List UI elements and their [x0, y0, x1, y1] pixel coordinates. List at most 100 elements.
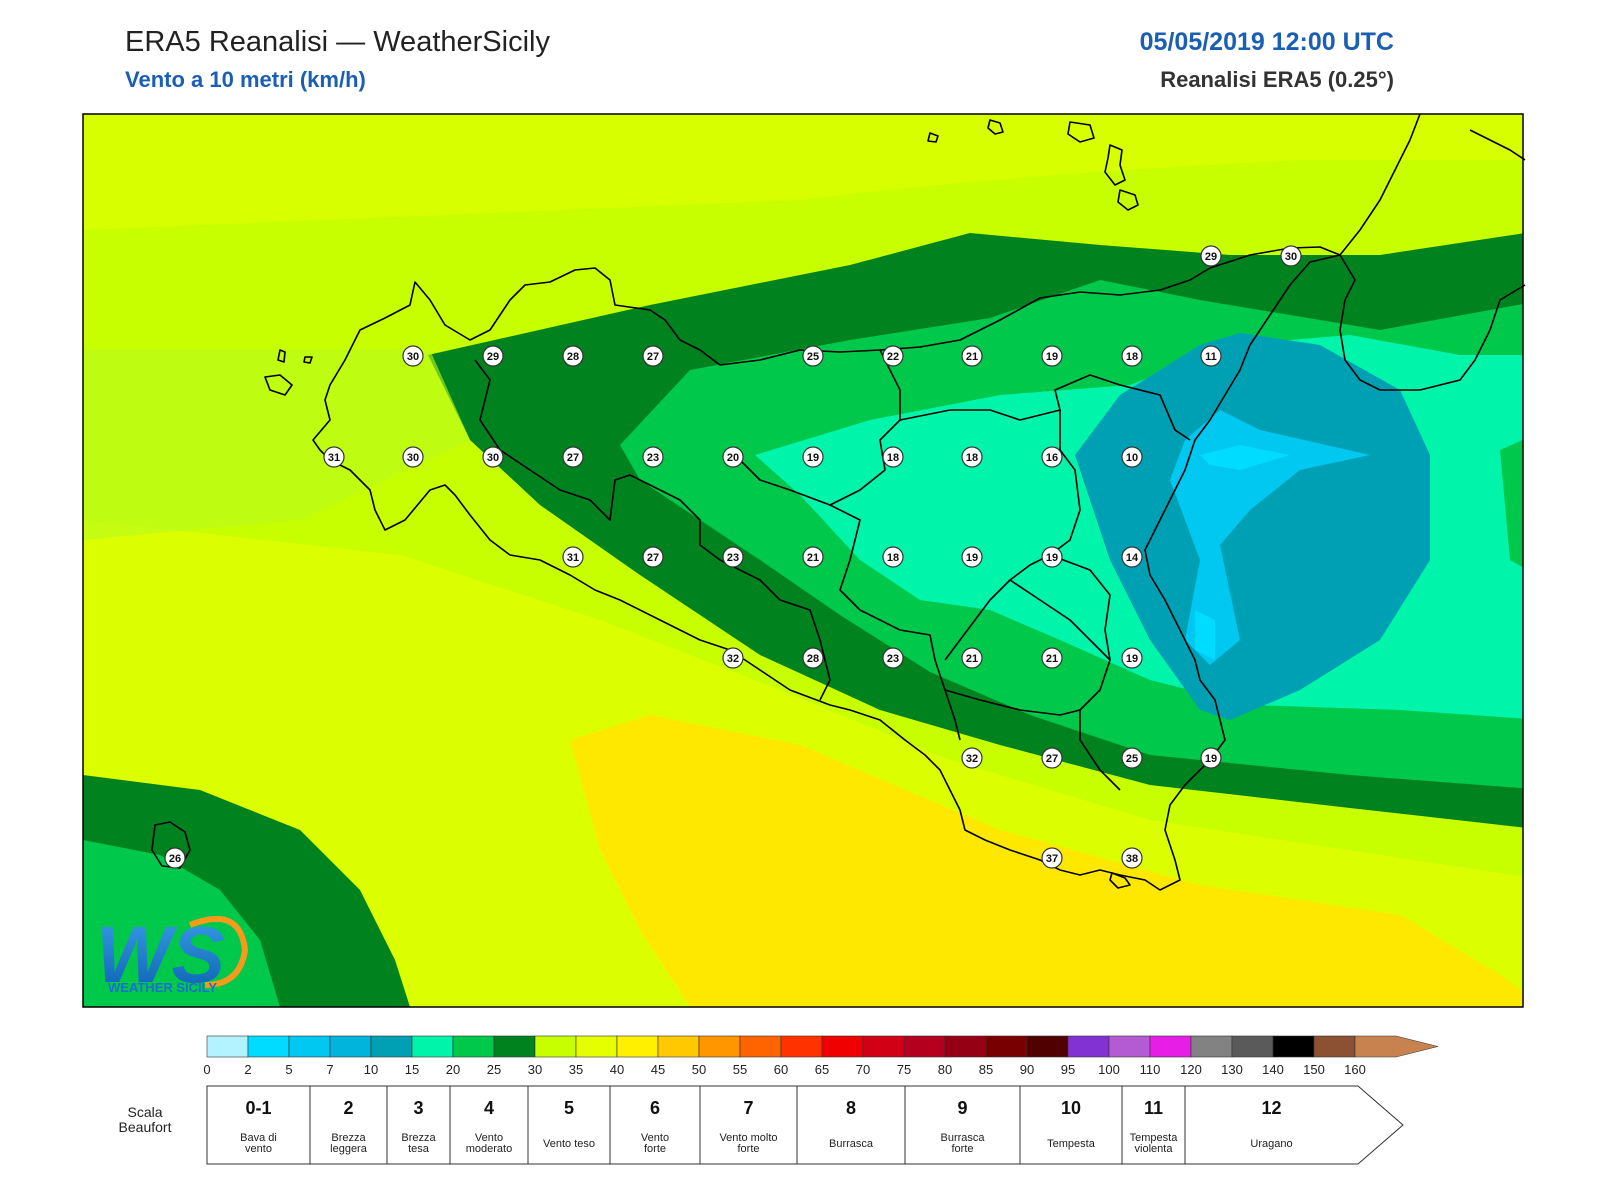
colorbar-swatch [985, 1035, 1028, 1058]
station-value: 31 [328, 452, 340, 464]
beaufort-level: 12 Uragano [1250, 1098, 1292, 1150]
beaufort-desc: Vento teso [543, 1138, 595, 1150]
colorbar-tick: 35 [569, 1062, 583, 1077]
station-value: 30 [407, 452, 419, 464]
map-frame [82, 113, 1524, 1008]
colorbar-swatch [452, 1035, 495, 1058]
beaufort-number: 5 [564, 1098, 574, 1118]
logo-caption: WEATHER SICILY [108, 980, 217, 995]
station-marker: 19 [802, 446, 824, 468]
station-marker: 32 [961, 747, 983, 769]
beaufort-desc: Vento [641, 1132, 669, 1144]
colorbar-tick: 75 [897, 1062, 911, 1077]
colorbar-swatch [1313, 1035, 1356, 1058]
station-marker: 30 [1280, 245, 1302, 267]
beaufort-desc: Vento molto [719, 1132, 777, 1144]
station-value: 23 [727, 552, 739, 564]
map-title: ERA5 Reanalisi — WeatherSicily [125, 26, 550, 58]
beaufort-number: 0-1 [245, 1098, 271, 1118]
colorbar-swatch [821, 1035, 864, 1058]
beaufort-desc: forte [951, 1143, 973, 1155]
station-value: 19 [1046, 351, 1058, 363]
beaufort-number: 8 [846, 1098, 856, 1118]
colorbar-swatch [288, 1035, 331, 1058]
colorbar-swatch [739, 1035, 782, 1058]
station-marker: 25 [802, 345, 824, 367]
colorbar-swatch [534, 1035, 577, 1058]
station-marker: 28 [562, 345, 584, 367]
station-value: 19 [1126, 653, 1138, 665]
station-value: 38 [1126, 853, 1138, 865]
colorbar-tick: 0 [203, 1062, 210, 1077]
colorbar-swatch [862, 1035, 905, 1058]
station-marker: 30 [402, 446, 424, 468]
beaufort-desc: Tempesta [1047, 1138, 1096, 1150]
beaufort-number: 2 [343, 1098, 353, 1118]
beaufort-desc: violenta [1135, 1143, 1174, 1155]
colorbar-tick: 70 [856, 1062, 870, 1077]
logo-mark: WS [96, 910, 225, 999]
station-value: 19 [1046, 552, 1058, 564]
station-value: 30 [407, 351, 419, 363]
beaufort-desc: forte [644, 1143, 666, 1155]
station-marker: 29 [482, 345, 504, 367]
station-value: 28 [567, 351, 579, 363]
station-value: 21 [1046, 653, 1058, 665]
station-marker: 22 [882, 345, 904, 367]
station-value: 23 [887, 653, 899, 665]
station-marker: 21 [1041, 647, 1063, 669]
colorbar-tick: 50 [692, 1062, 706, 1077]
station-marker: 19 [961, 546, 983, 568]
colorbar-tick: 130 [1221, 1062, 1243, 1077]
colorbar-tick: 45 [651, 1062, 665, 1077]
beaufort-desc: tesa [408, 1143, 430, 1155]
station-value: 25 [1126, 753, 1138, 765]
station-marker: 19 [1041, 345, 1063, 367]
colorbar-swatch [247, 1035, 290, 1058]
station-value: 30 [1285, 251, 1297, 263]
colorbar-tick: 150 [1303, 1062, 1325, 1077]
beaufort-desc: Brezza [401, 1132, 436, 1144]
station-marker: 37 [1041, 847, 1063, 869]
beaufort-level: 5 Vento teso [543, 1098, 595, 1150]
station-marker: 10 [1121, 446, 1143, 468]
station-value: 21 [807, 552, 819, 564]
station-marker: 21 [802, 546, 824, 568]
station-marker: 20 [722, 446, 744, 468]
station-marker: 21 [961, 647, 983, 669]
beaufort-desc: Uragano [1250, 1138, 1292, 1150]
beaufort-number: 12 [1261, 1098, 1281, 1118]
colorbar-tick: 5 [285, 1062, 292, 1077]
station-marker: 18 [961, 446, 983, 468]
station-value: 25 [807, 351, 819, 363]
station-marker: 28 [802, 647, 824, 669]
weathersicily-logo: WS WEATHER SICILY [96, 910, 249, 999]
station-marker: 27 [562, 446, 584, 468]
beaufort-frame [206, 1085, 1404, 1165]
station-value: 37 [1046, 853, 1058, 865]
station-marker: 27 [1041, 747, 1063, 769]
station-value: 19 [807, 452, 819, 464]
colorbar-tick: 140 [1262, 1062, 1284, 1077]
station-value: 18 [1126, 351, 1138, 363]
colorbar-tick: 90 [1020, 1062, 1034, 1077]
beaufort-number: 7 [743, 1098, 753, 1118]
station-value: 30 [487, 452, 499, 464]
colorbar-tick: 65 [815, 1062, 829, 1077]
colorbar-tick: 160 [1344, 1062, 1366, 1077]
colorbar-tick: 120 [1180, 1062, 1202, 1077]
colorbar-swatch [1067, 1035, 1110, 1058]
colorbar-swatch [903, 1035, 946, 1058]
colorbar-tick: 15 [405, 1062, 419, 1077]
map-subtitle: Vento a 10 metri (km/h) [125, 67, 366, 92]
colorbar-swatch [493, 1035, 536, 1058]
station-marker: 27 [642, 345, 664, 367]
station-marker: 19 [1200, 747, 1222, 769]
beaufort-desc: Burrasca [940, 1132, 985, 1144]
wind-colorbar [206, 1035, 1439, 1058]
station-marker: 29 [1200, 245, 1222, 267]
